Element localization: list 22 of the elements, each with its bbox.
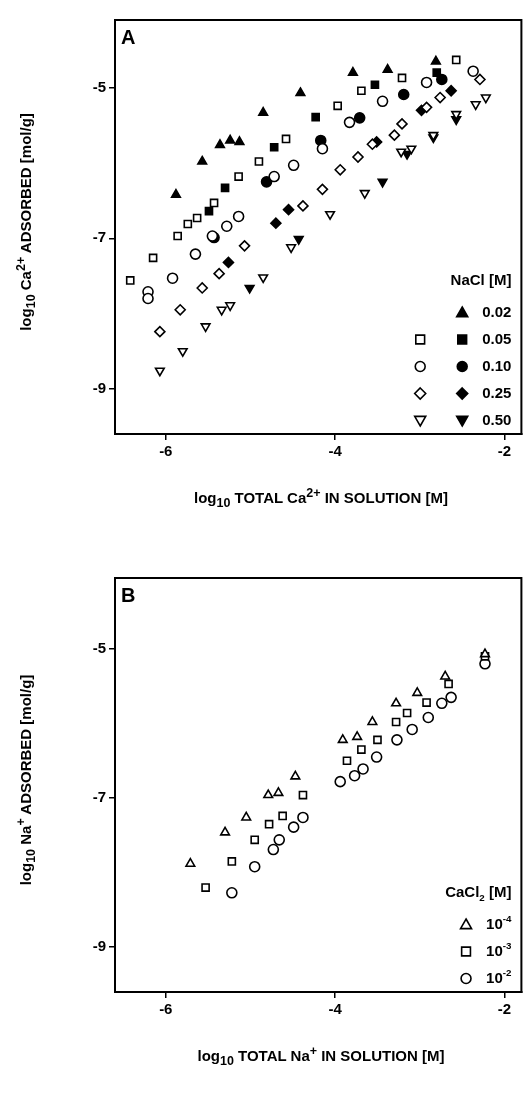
y-tick-label: -9 xyxy=(92,937,106,955)
y-tick-label: -9 xyxy=(92,378,106,396)
x-tick-label: -2 xyxy=(497,442,512,460)
chart-title: A xyxy=(121,25,136,48)
x-tick-label: -6 xyxy=(159,442,173,460)
y-tick-label: -7 xyxy=(92,228,106,246)
legend-label: 0.05 xyxy=(482,329,512,347)
y-tick-label: -5 xyxy=(92,639,106,657)
x-axis-title: log$_{10}$ TOTAL Na$^{+}$ IN SOLUTION [M] xyxy=(196,1043,446,1068)
x-tick-label: -4 xyxy=(328,442,343,460)
y-tick-label: -7 xyxy=(92,788,106,806)
x-tick-label: -2 xyxy=(497,1000,512,1018)
y-tick-label: -5 xyxy=(92,77,106,95)
legend-label: 0.50 xyxy=(482,410,512,428)
legend-title: NaCl [M] xyxy=(450,271,512,289)
legend-label: 0.25 xyxy=(482,383,512,401)
legend-label: 0.02 xyxy=(482,302,512,320)
x-axis-title: log$_{10}$ TOTAL Ca$^{2+}$ IN SOLUTION [M] xyxy=(193,485,449,510)
legend-label: 0.10 xyxy=(482,356,512,374)
x-tick-label: -4 xyxy=(328,1000,343,1018)
chart-title: B xyxy=(121,583,136,606)
x-tick-label: -6 xyxy=(159,1000,173,1018)
